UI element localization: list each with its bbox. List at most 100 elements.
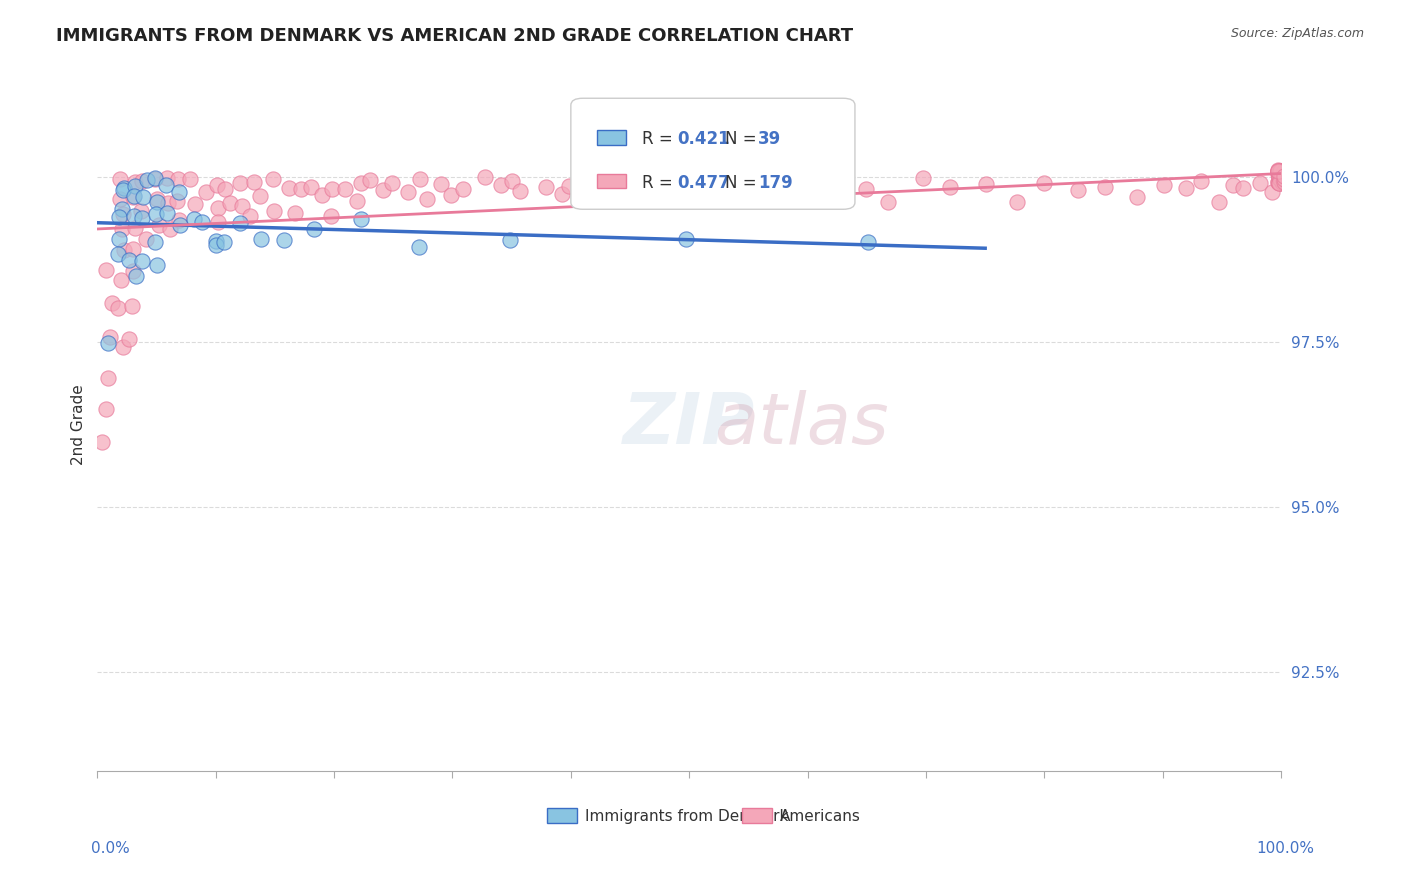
- Point: [793, 183, 815, 197]
- Point: [107, 301, 129, 315]
- Point: [1268, 169, 1291, 183]
- Point: [644, 186, 666, 201]
- Point: [131, 254, 153, 268]
- Point: [118, 332, 141, 346]
- Point: [207, 202, 229, 216]
- Point: [1271, 168, 1294, 182]
- Point: [1272, 175, 1295, 189]
- Point: [1267, 165, 1289, 179]
- Point: [333, 182, 356, 196]
- Point: [617, 186, 640, 200]
- Text: Americans: Americans: [780, 809, 862, 824]
- Point: [1268, 170, 1291, 185]
- Point: [1268, 166, 1291, 180]
- Point: [91, 434, 114, 449]
- Point: [474, 169, 496, 184]
- Point: [108, 192, 131, 206]
- Point: [214, 182, 236, 196]
- Text: IMMIGRANTS FROM DENMARK VS AMERICAN 2ND GRADE CORRELATION CHART: IMMIGRANTS FROM DENMARK VS AMERICAN 2ND …: [56, 27, 853, 45]
- Point: [231, 199, 253, 213]
- Point: [976, 177, 998, 191]
- Point: [1268, 166, 1291, 180]
- Text: 100.0%: 100.0%: [1257, 841, 1315, 856]
- Point: [1270, 163, 1292, 178]
- Point: [1272, 166, 1295, 180]
- Point: [299, 180, 322, 194]
- Point: [108, 171, 131, 186]
- Point: [1271, 172, 1294, 186]
- Point: [166, 194, 188, 208]
- Point: [94, 402, 117, 417]
- Text: R =: R =: [643, 130, 678, 148]
- Point: [1268, 168, 1291, 182]
- Point: [558, 179, 581, 194]
- Point: [122, 263, 145, 277]
- Point: [311, 187, 333, 202]
- Point: [124, 175, 146, 189]
- Point: [184, 197, 207, 211]
- Point: [321, 209, 343, 223]
- Point: [1272, 169, 1295, 183]
- Point: [229, 216, 252, 230]
- Point: [1271, 175, 1294, 189]
- Point: [1189, 174, 1212, 188]
- Point: [1271, 165, 1294, 179]
- Point: [167, 213, 190, 227]
- Point: [1268, 170, 1291, 185]
- Point: [1268, 172, 1291, 186]
- Point: [939, 180, 962, 194]
- Point: [1272, 164, 1295, 178]
- Point: [359, 173, 381, 187]
- Point: [1272, 171, 1295, 186]
- Point: [499, 233, 522, 247]
- Point: [724, 178, 747, 192]
- Point: [321, 181, 343, 195]
- Point: [118, 253, 141, 268]
- Point: [167, 185, 190, 199]
- Point: [100, 295, 122, 310]
- Point: [610, 174, 633, 188]
- Point: [207, 215, 229, 229]
- Point: [124, 178, 146, 193]
- Point: [1174, 181, 1197, 195]
- Point: [135, 232, 157, 246]
- Point: [1005, 194, 1028, 209]
- Point: [1270, 168, 1292, 182]
- Point: [96, 262, 118, 277]
- Point: [1270, 165, 1292, 179]
- Point: [219, 196, 242, 211]
- Text: ZIP: ZIP: [623, 390, 755, 458]
- Point: [146, 258, 169, 272]
- Point: [122, 189, 145, 203]
- Point: [107, 211, 129, 225]
- Text: N =: N =: [724, 130, 762, 148]
- FancyBboxPatch shape: [742, 808, 772, 823]
- Point: [145, 206, 167, 220]
- Point: [534, 180, 557, 194]
- Point: [143, 172, 166, 186]
- Point: [243, 175, 266, 189]
- Point: [1271, 165, 1294, 179]
- Point: [1272, 172, 1295, 186]
- Point: [205, 234, 228, 248]
- Point: [381, 176, 404, 190]
- Point: [1271, 165, 1294, 179]
- Point: [551, 187, 574, 202]
- Point: [143, 235, 166, 249]
- Point: [1272, 171, 1295, 186]
- Point: [1271, 174, 1294, 188]
- Point: [145, 192, 167, 206]
- Point: [501, 173, 523, 187]
- Point: [1268, 169, 1291, 184]
- Point: [489, 178, 512, 193]
- Point: [1268, 169, 1291, 183]
- Point: [111, 183, 134, 197]
- Point: [131, 190, 153, 204]
- Point: [183, 212, 205, 227]
- Point: [509, 184, 531, 198]
- Point: [350, 211, 373, 226]
- Point: [1261, 185, 1284, 199]
- Point: [239, 209, 262, 223]
- Point: [676, 176, 699, 190]
- Point: [1270, 164, 1292, 178]
